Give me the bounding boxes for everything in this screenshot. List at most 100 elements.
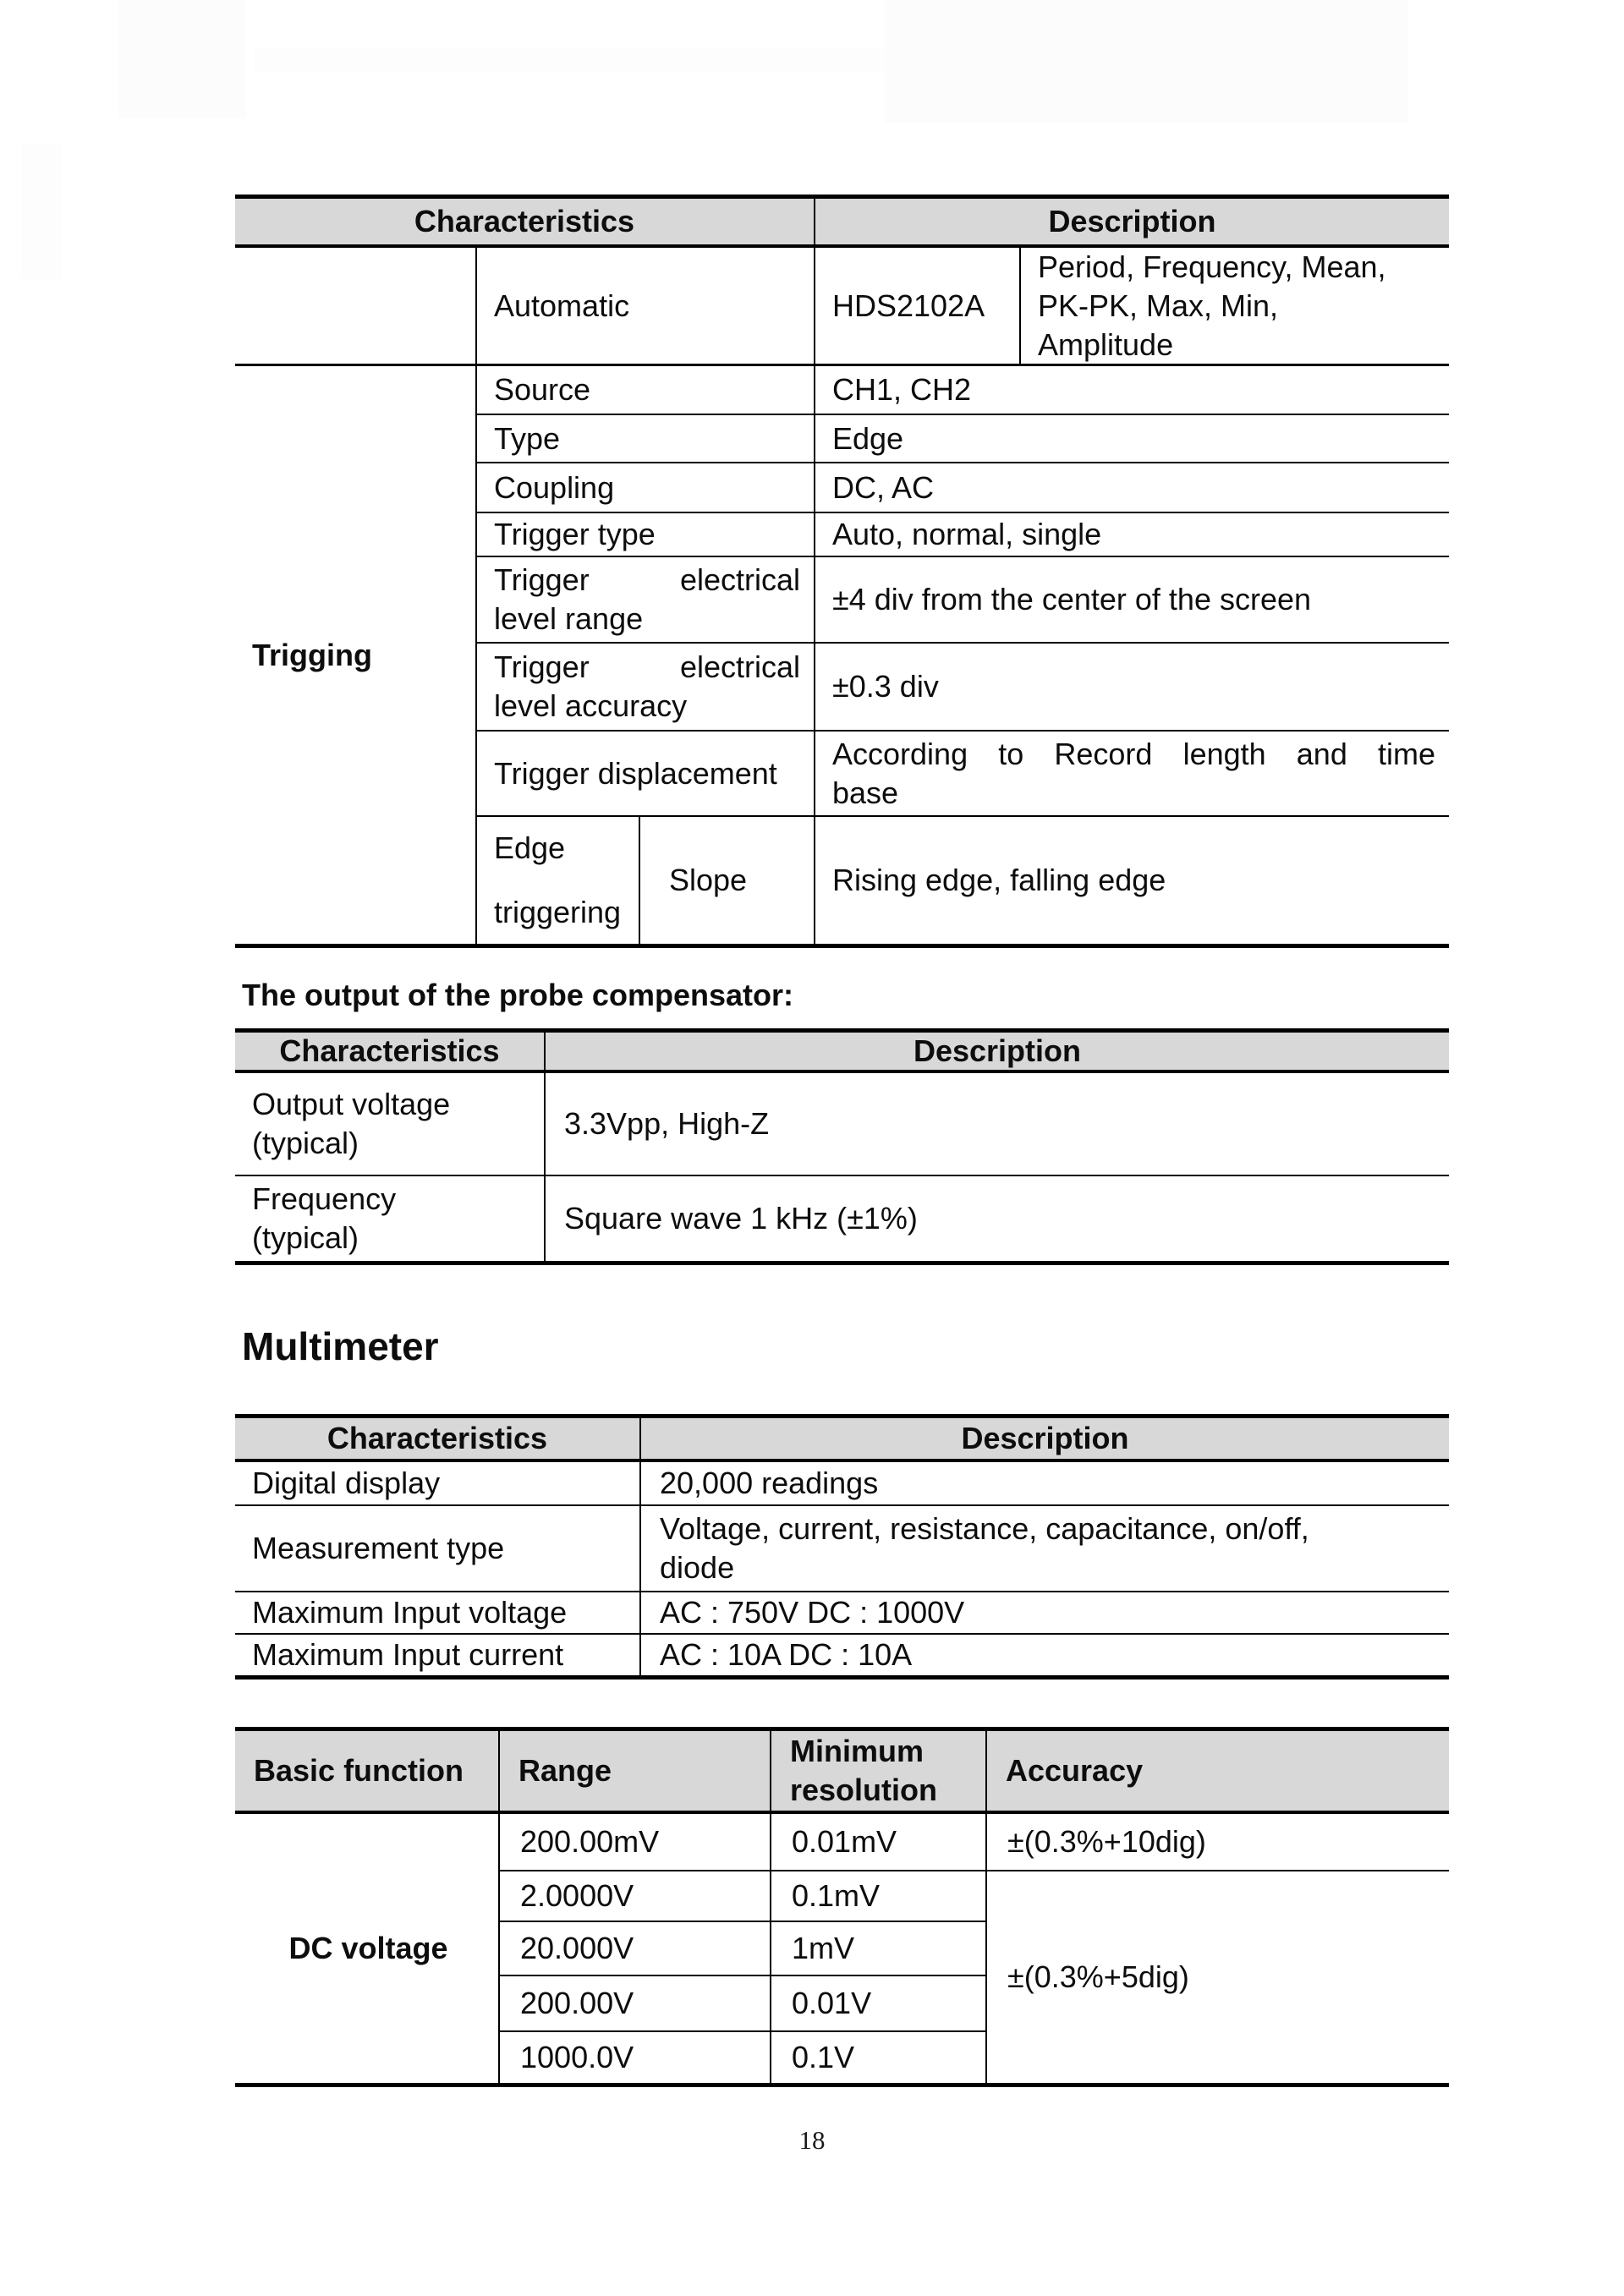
range-2v: 2.0000V	[498, 1870, 770, 1921]
row-trigger-level-accuracy-label: Trigger electrical level accuracy	[475, 644, 814, 732]
header-label: Minimum resolution	[790, 1734, 938, 1807]
table4-header-accuracy: Accuracy	[985, 1731, 1449, 1814]
cell-text: CH1, CH2	[832, 372, 972, 407]
cell-text: (typical)	[252, 1220, 359, 1255]
probe-compensator-heading: The output of the probe compensator:	[242, 978, 793, 1012]
cell-text: 1mV	[792, 1931, 855, 1965]
cell-text: ±(0.3%+10dig)	[1007, 1824, 1206, 1859]
cell-text: ±4 div from the center of the screen	[832, 582, 1312, 616]
group-label-trigging: Trigging	[235, 366, 475, 944]
row-trigger-type-description: Auto, normal, single	[814, 513, 1449, 557]
trigging-spec-table: Characteristics Description Automatic HD…	[235, 195, 1449, 948]
cell-text: HDS2102A	[832, 288, 985, 323]
table4-header-minimum-resolution: Minimum resolution	[770, 1731, 985, 1814]
row-frequency-label: Frequency (typical)	[235, 1175, 544, 1261]
multimeter-heading: Multimeter	[242, 1324, 439, 1368]
cell-text: Voltage, current, resistance, capacitanc…	[660, 1511, 1309, 1546]
cell-text: Frequency	[252, 1181, 397, 1216]
cell-text: Source	[494, 372, 591, 407]
range-20v: 20.000V	[498, 1921, 770, 1975]
resolution-1mv: 1mV	[770, 1921, 985, 1975]
row-coupling-label: Coupling	[475, 463, 814, 513]
cell-text: Rising edge, falling edge	[832, 863, 1166, 897]
row-automatic-model: HDS2102A	[814, 248, 1019, 366]
cell-text: 0.01mV	[792, 1824, 897, 1859]
cell-text: base	[832, 775, 899, 810]
row-measurement-type-label: Measurement type	[235, 1504, 639, 1591]
cell-text: Period, Frequency, Mean,	[1038, 249, 1386, 284]
row-source-label: Source	[475, 366, 814, 415]
cell-text: Auto, normal, single	[832, 517, 1102, 551]
row-max-input-current-label: Maximum Input current	[235, 1633, 639, 1675]
row-source-description: CH1, CH2	[814, 366, 1449, 415]
cell-text: Square wave 1 kHz (±1%)	[564, 1201, 918, 1236]
header-label: Accuracy	[1006, 1753, 1144, 1788]
cell-text: (typical)	[252, 1126, 359, 1160]
cell-text: level accuracy	[494, 688, 688, 723]
row-max-input-current-description: AC : 10A DC : 10A	[639, 1633, 1449, 1675]
cell-text: 20,000 readings	[660, 1466, 879, 1500]
scan-artifact	[884, 0, 1408, 123]
cell-text: DC voltage	[288, 1931, 448, 1965]
probe-compensator-table: Characteristics Description Output volta…	[235, 1028, 1449, 1265]
row-coupling-description: DC, AC	[814, 463, 1449, 513]
table4-header-basic-function: Basic function	[235, 1731, 498, 1814]
cell-text: triggering	[494, 895, 622, 929]
cell-text: PK-PK, Max, Min,	[1038, 288, 1279, 323]
cell-text: 3.3Vpp, High-Z	[564, 1106, 770, 1141]
row-trigger-displacement-label: Trigger displacement	[475, 732, 814, 817]
table3-header-characteristics: Characteristics	[235, 1418, 639, 1462]
cell-text: Trigger displacement	[494, 755, 777, 791]
cell-text: 1000.0V	[520, 2040, 634, 2074]
row-frequency-description: Square wave 1 kHz (±1%)	[544, 1175, 1449, 1261]
row-measurement-type-description: Voltage, current, resistance, capacitanc…	[639, 1504, 1449, 1591]
group-label-dc-voltage: DC voltage	[235, 1814, 498, 2083]
resolution-01v: 0.1V	[770, 2030, 985, 2083]
row-max-input-voltage-label: Maximum Input voltage	[235, 1591, 639, 1633]
row-digital-display-label: Digital display	[235, 1462, 639, 1504]
range-200v: 200.00V	[498, 1975, 770, 2030]
cell-text: Measurement type	[252, 1531, 505, 1565]
cell-text: 2.0000V	[520, 1878, 634, 1913]
row-edge-slope-label: Slope	[639, 817, 814, 944]
empty-group-cell	[235, 248, 475, 366]
cell-text: diode	[660, 1550, 735, 1585]
header-label: Characteristics	[279, 1033, 500, 1068]
table4-header-range: Range	[498, 1731, 770, 1814]
cell-text: Maximum Input voltage	[252, 1595, 568, 1630]
cell-text: Trigger electrical	[494, 649, 800, 684]
cell-text: Automatic	[494, 288, 630, 323]
scan-artifact	[21, 144, 62, 279]
row-type-description: Edge	[814, 415, 1449, 463]
row-max-input-voltage-description: AC : 750V DC : 1000V	[639, 1591, 1449, 1633]
cell-text: 200.00V	[520, 1986, 634, 2020]
row-trigger-type-label: Trigger type	[475, 513, 814, 557]
cell-text: AC : 10A DC : 10A	[660, 1637, 913, 1672]
scan-artifact	[118, 0, 245, 118]
row-trigger-displacement-description: According to Record length and time base	[814, 732, 1449, 817]
cell-text: Maximum Input current	[252, 1637, 564, 1672]
accuracy-row1: ±(0.3%+10dig)	[985, 1814, 1449, 1870]
header-label: Description	[1048, 204, 1216, 238]
dc-voltage-range-table: Basic function Range Minimum resolution …	[235, 1727, 1449, 2087]
resolution-01mv: 0.1mV	[770, 1870, 985, 1921]
accuracy-merged: ±(0.3%+5dig)	[985, 1870, 1449, 2083]
cell-text: Coupling	[494, 469, 615, 505]
cell-text: AC : 750V DC : 1000V	[660, 1595, 965, 1630]
table2-header-description: Description	[544, 1033, 1449, 1073]
header-label: Basic function	[254, 1753, 464, 1788]
row-output-voltage-description: 3.3Vpp, High-Z	[544, 1073, 1449, 1175]
multimeter-table: Characteristics Description Digital disp…	[235, 1414, 1449, 1680]
scan-artifact	[254, 49, 888, 71]
cell-text: According to Record length and time	[832, 736, 1435, 771]
row-automatic-label: Automatic	[475, 248, 814, 366]
table1-header-characteristics: Characteristics	[235, 199, 814, 248]
table1-header-description: Description	[814, 199, 1449, 248]
table3-header-description: Description	[639, 1418, 1449, 1462]
cell-text: 0.01V	[792, 1986, 872, 2020]
cell-text: DC, AC	[832, 469, 935, 505]
cell-text: Edge	[494, 830, 566, 865]
cell-text: Trigger electrical	[494, 562, 800, 597]
cell-text: Trigging	[252, 637, 372, 672]
